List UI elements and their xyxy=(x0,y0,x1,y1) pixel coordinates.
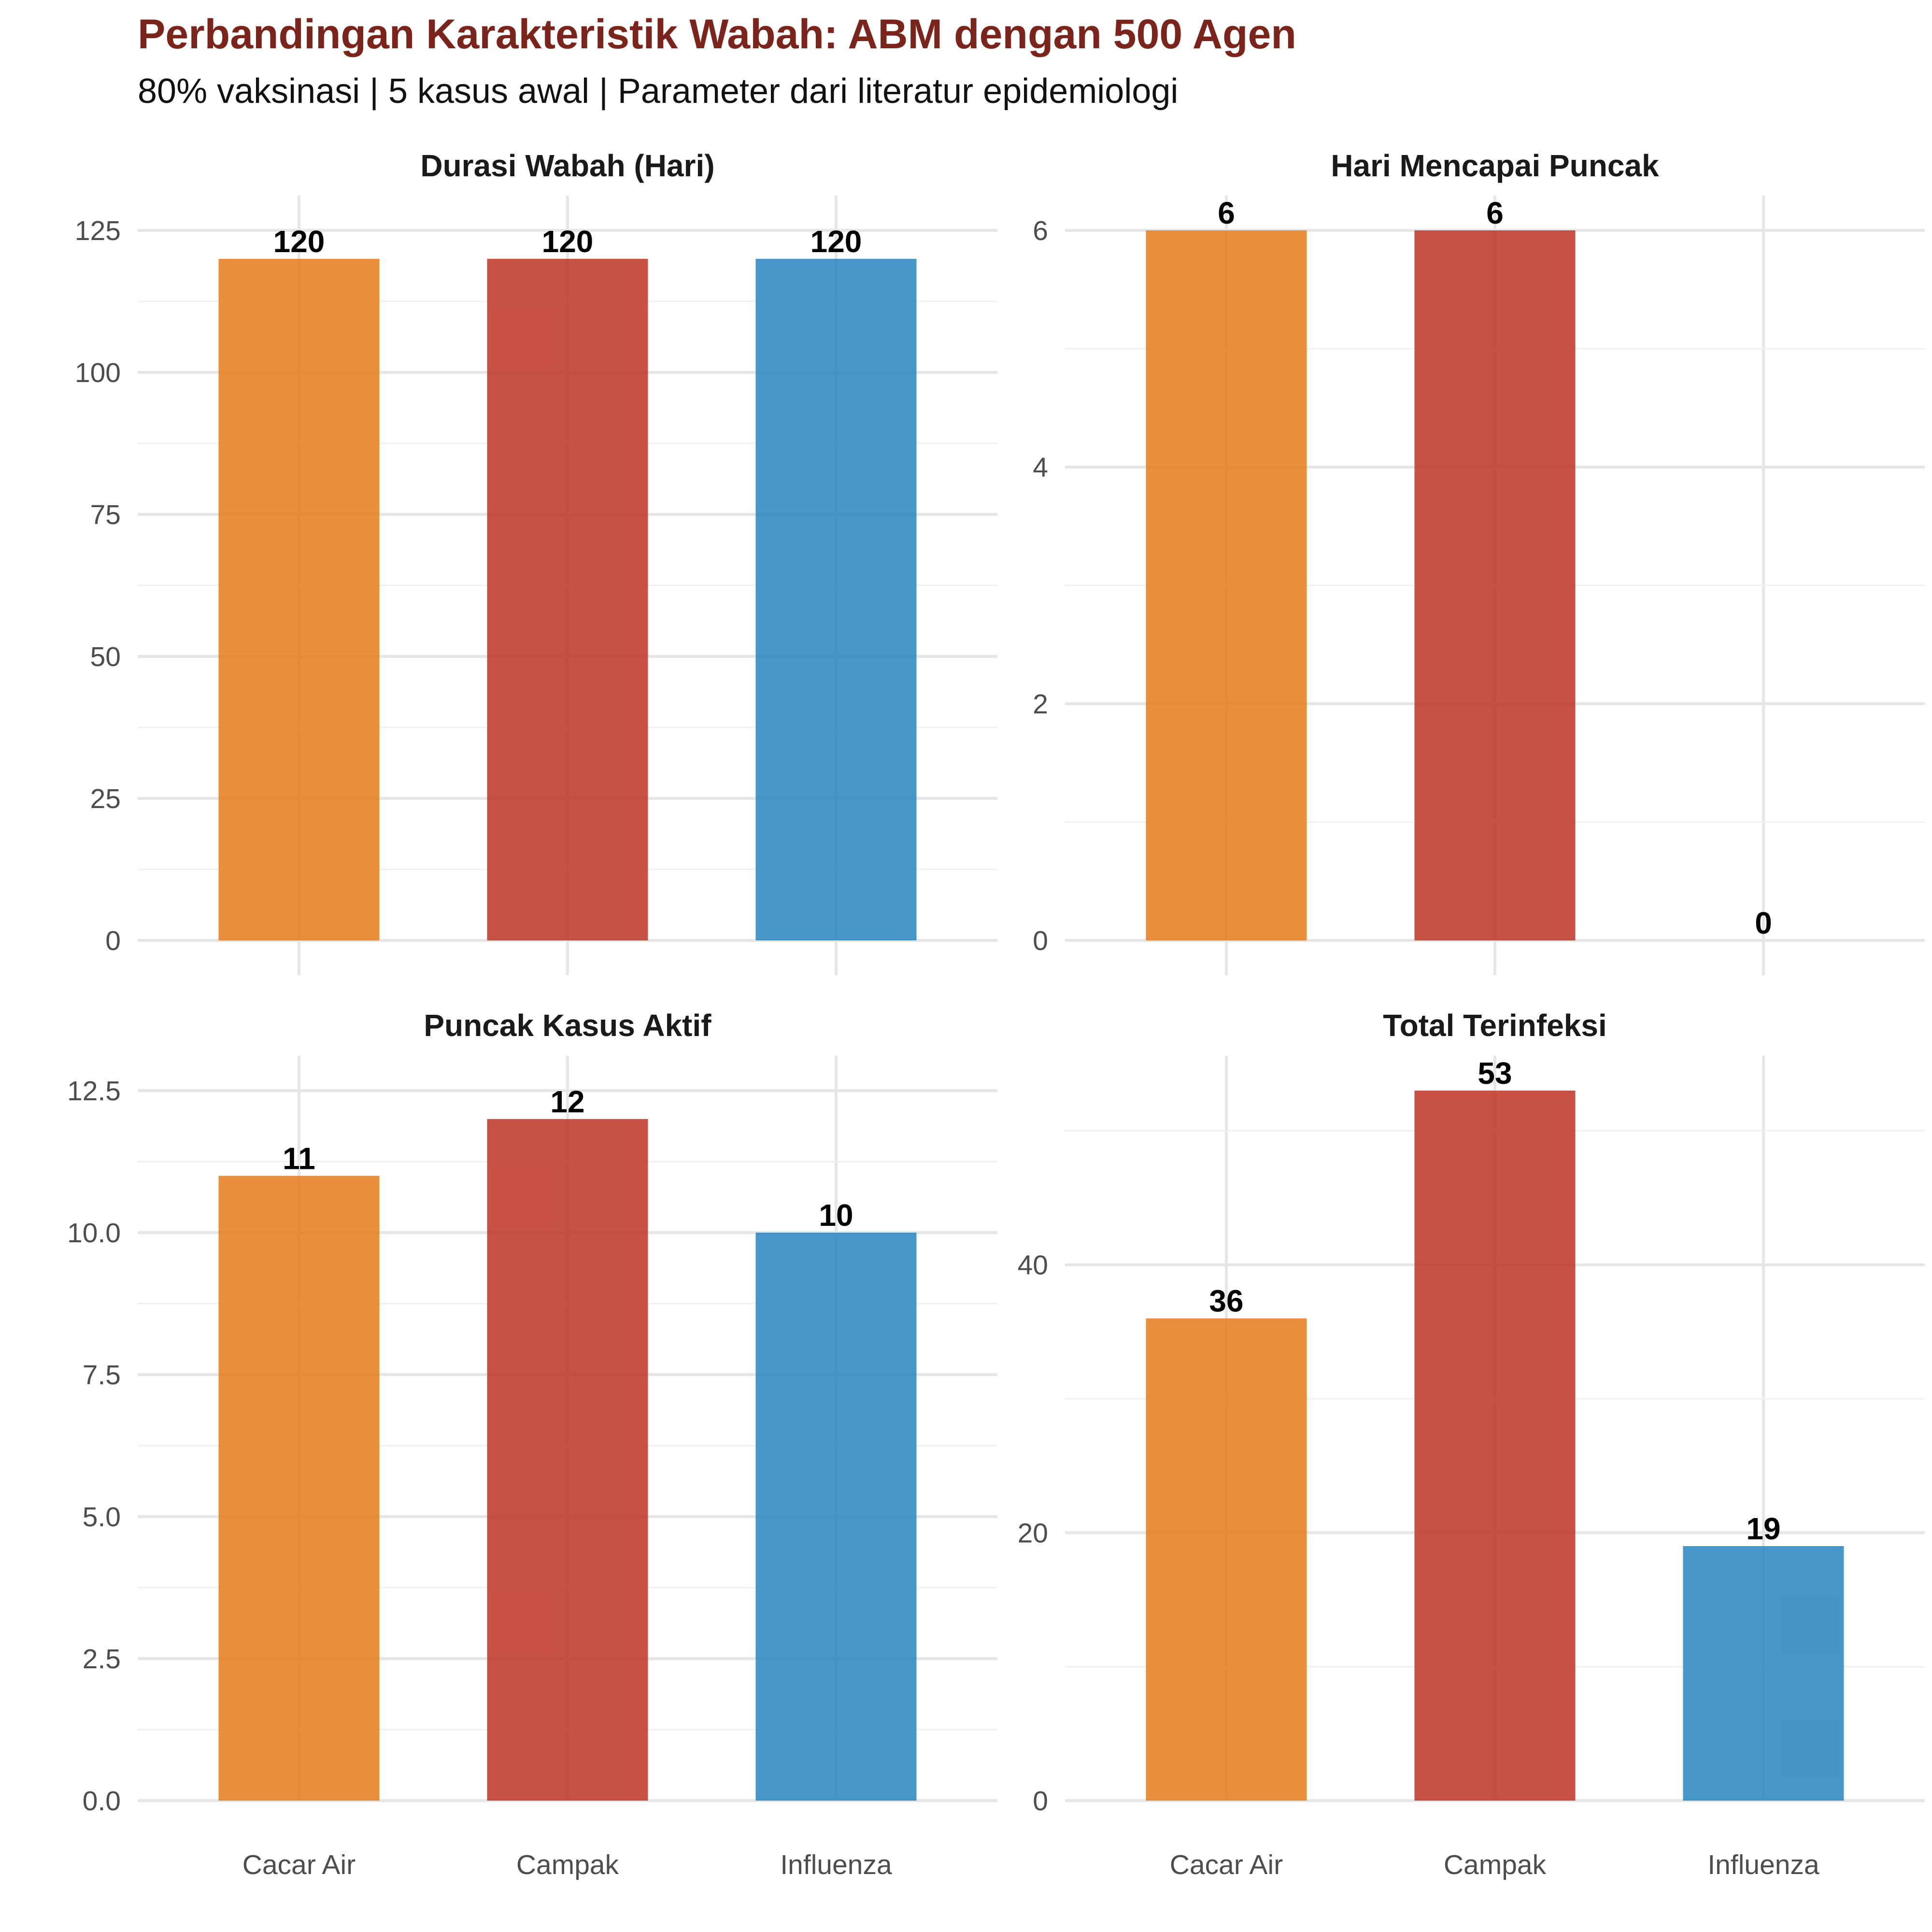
bar-influenza xyxy=(755,258,917,940)
page-subtitle: 80% vaksinasi | 5 kasus awal | Parameter… xyxy=(138,72,1179,111)
y-tick-label: 75 xyxy=(90,499,121,530)
y-tick-label: 0 xyxy=(1033,1786,1048,1817)
y-tick-label: 0.0 xyxy=(83,1786,121,1817)
x-tick-label: Campak xyxy=(1444,1849,1547,1880)
bar-influenza xyxy=(755,1233,917,1801)
y-tick-label: 10.0 xyxy=(67,1218,121,1249)
y-tick-label: 2 xyxy=(1033,689,1048,720)
data-label: 19 xyxy=(1746,1511,1780,1546)
data-label: 53 xyxy=(1477,1056,1512,1091)
x-tick-label: Influenza xyxy=(1707,1849,1819,1880)
bar-campak xyxy=(1414,1091,1576,1801)
bar-cacar-air xyxy=(218,258,380,940)
data-label: 6 xyxy=(1486,196,1504,230)
panel-title: Total Terinfeksi xyxy=(1383,1008,1607,1043)
y-tick-label: 100 xyxy=(75,357,121,388)
data-label: 0 xyxy=(1755,906,1772,940)
y-tick-label: 0 xyxy=(1033,925,1048,956)
y-tick-label: 125 xyxy=(75,215,121,246)
y-tick-label: 4 xyxy=(1033,452,1048,483)
y-tick-label: 40 xyxy=(1018,1250,1048,1281)
data-label: 36 xyxy=(1209,1284,1243,1319)
bar-influenza xyxy=(1683,1546,1844,1801)
panel-title: Durasi Wabah (Hari) xyxy=(420,148,714,183)
panel-title: Hari Mencapai Puncak xyxy=(1331,148,1659,183)
page-title: Perbandingan Karakteristik Wabah: ABM de… xyxy=(138,11,1296,57)
y-tick-label: 50 xyxy=(90,641,121,672)
x-tick-label: Cacar Air xyxy=(1170,1849,1283,1880)
y-tick-label: 20 xyxy=(1018,1518,1048,1548)
y-tick-label: 12.5 xyxy=(67,1076,121,1107)
data-label: 10 xyxy=(819,1198,853,1233)
y-tick-label: 0 xyxy=(105,925,121,956)
data-label: 120 xyxy=(273,224,325,259)
x-tick-label: Campak xyxy=(516,1849,619,1880)
y-tick-label: 5.0 xyxy=(83,1502,121,1533)
y-tick-label: 7.5 xyxy=(83,1360,121,1391)
data-label: 120 xyxy=(542,224,594,259)
data-label: 11 xyxy=(283,1141,315,1176)
data-label: 6 xyxy=(1218,196,1235,230)
data-label: 12 xyxy=(550,1084,584,1119)
bar-campak xyxy=(487,1119,648,1801)
bar-cacar-air xyxy=(218,1176,380,1801)
y-tick-label: 6 xyxy=(1033,215,1048,246)
panel-title: Puncak Kasus Aktif xyxy=(424,1008,711,1043)
bar-cacar-air xyxy=(1146,230,1307,940)
bar-campak xyxy=(487,258,648,940)
x-tick-label: Influenza xyxy=(780,1849,892,1880)
bar-cacar-air xyxy=(1146,1318,1307,1801)
data-label: 120 xyxy=(810,224,862,259)
bar-campak xyxy=(1414,230,1576,940)
y-tick-label: 25 xyxy=(90,783,121,814)
x-tick-label: Cacar Air xyxy=(242,1849,355,1880)
y-tick-label: 2.5 xyxy=(83,1644,121,1675)
